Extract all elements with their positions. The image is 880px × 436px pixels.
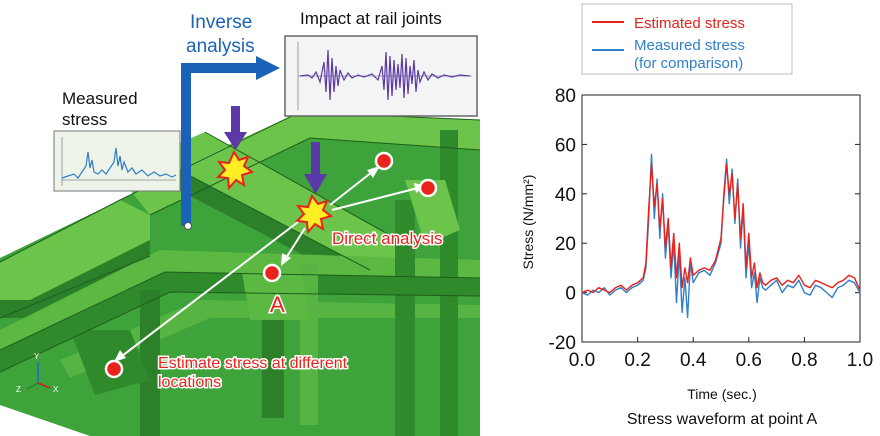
x-tick-label-0: 0.0 [569,350,595,371]
impact-panel [284,35,478,117]
x-tick-label-1: 0.2 [624,350,650,371]
impact-arrow-left [224,106,247,150]
y-tick-label-2: 20 [555,234,576,255]
y-tick-label-3: 40 [555,185,576,206]
impact-arrow-right [304,142,327,194]
chart-legend: Estimated stress Measured stress (for com… [581,3,793,75]
direct-analysis-label: Direct analysis [332,229,443,248]
estimate-label-line1: Estimate stress at different [158,355,348,372]
inverse-label-line2: analysis [186,36,255,57]
y-axis-label: Stress (N/mm²) [520,175,536,270]
measured-stress-waveform [61,147,177,179]
impact-burst-right [294,193,334,235]
inverse-analysis-arrow [181,56,280,230]
point-a-marker [262,263,282,283]
coordinate-axes-icon: Y Z X [16,352,59,394]
x-tick-label-5: 1.0 [847,350,873,371]
x-tick-label-2: 0.4 [680,350,707,371]
y-tick-label-5: 80 [555,86,576,107]
legend-label-estimated: Estimated stress [634,15,745,32]
series-line-estimated [581,163,861,294]
legend-label-measured-line-0: Measured stress [634,37,745,54]
inverse-label-line1: Inverse [190,12,252,33]
measured-label-line1: Measured [62,89,138,108]
y-tick-label-4: 60 [555,135,576,156]
stress-waveform-chart: Estimated stress Measured stress (for com… [520,3,874,428]
y-tick-label-1: 0 [565,284,576,305]
axis-z-label: Z [16,385,21,394]
axis-y-label: Y [34,352,40,361]
chart-title: Stress waveform at point A [627,411,818,428]
direct-analysis-arrows [114,166,426,362]
estimate-marker-2 [418,178,438,198]
impact-waveform [299,49,471,101]
estimate-marker-1 [374,151,394,171]
estimate-label-line2: locations [158,374,221,391]
structure-diagram: Inverse analysis Impact at rail joints M… [0,9,481,436]
x-tick-label-3: 0.6 [736,350,762,371]
y-tick-label-0: -20 [549,333,576,354]
plot-frame [581,94,861,343]
legend-label-measured: Measured stress (for comparison) [634,37,745,72]
x-tick-label-4: 0.8 [791,350,817,371]
point-a-label: A [270,292,285,317]
measured-stress-panel [53,130,181,192]
impact-burst-left [215,149,255,191]
estimate-marker-3 [104,359,124,379]
impact-label: Impact at rail joints [300,9,442,28]
plot-area: -20 0 20 40 60 80 0.0 0.2 0.4 0.6 0.8 1.0 [549,86,874,371]
x-axis-label: Time (sec.) [687,386,756,402]
legend-label-measured-line-1: (for comparison) [634,55,743,72]
measured-label-line2: stress [62,110,107,129]
axis-x-label: X [53,385,59,394]
